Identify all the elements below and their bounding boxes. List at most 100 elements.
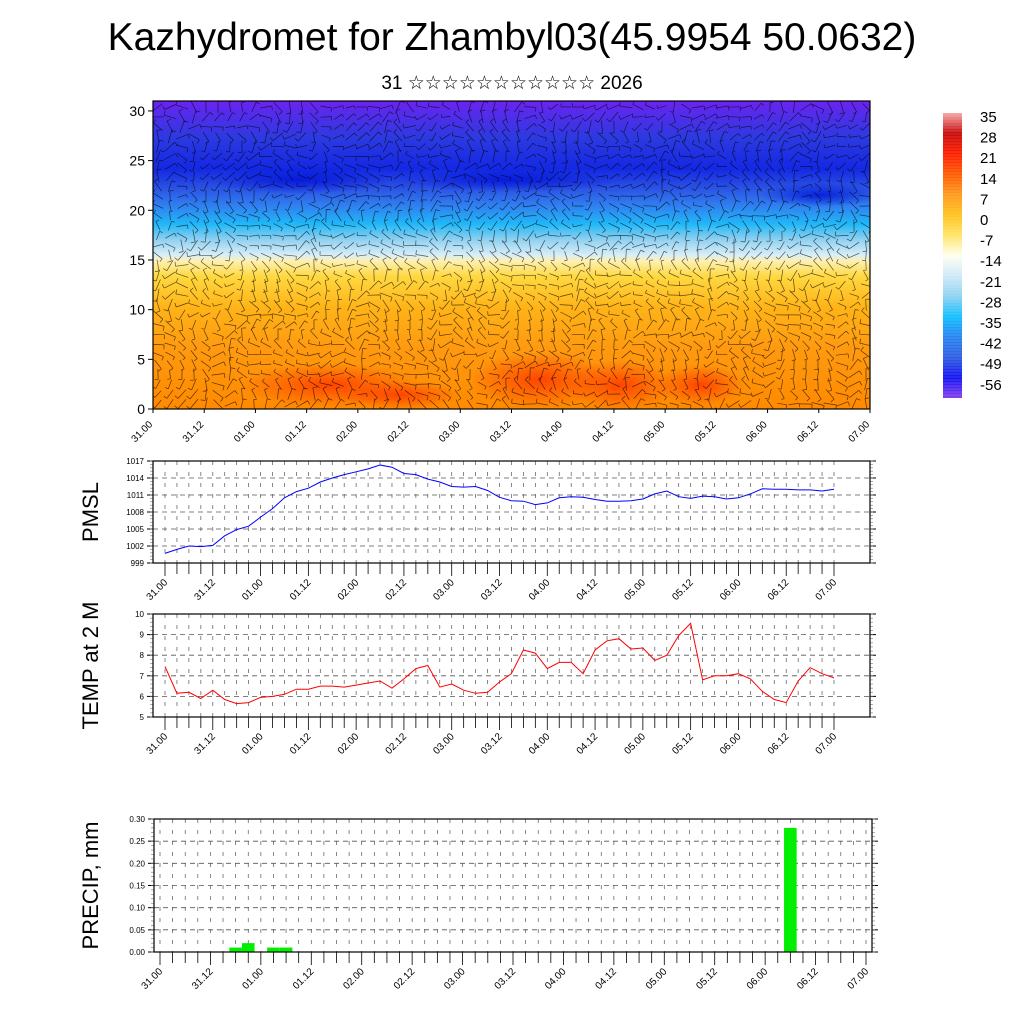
- y-tick-label: 999: [131, 559, 145, 568]
- warm-core: [340, 381, 460, 409]
- x-tick-label: 02.00: [341, 966, 367, 992]
- x-tick-label: 31.12: [181, 419, 207, 445]
- colorbar-label: -42: [980, 336, 1002, 353]
- x-tick-label: 07.00: [814, 577, 840, 603]
- colorbar-label: -21: [980, 274, 1002, 291]
- y-tick-label: 1005: [126, 525, 144, 534]
- x-tick-label: 06.12: [766, 731, 792, 757]
- x-tick-label: 02.12: [384, 577, 410, 603]
- y-axis-title: PRECIP, mm: [78, 822, 103, 950]
- cold-core: [210, 166, 390, 194]
- x-tick-label: 01.00: [240, 577, 266, 603]
- x-tick-label: 06.00: [718, 577, 744, 603]
- y-tick-label: 1008: [126, 508, 144, 517]
- x-tick-label: 01.00: [240, 731, 266, 757]
- x-tick-label: 01.12: [291, 966, 317, 992]
- y-tick-label: 20: [129, 202, 145, 218]
- precip-bar: [784, 827, 797, 952]
- y-tick-label: 8: [140, 651, 145, 660]
- x-tick-label: 01.00: [232, 419, 258, 445]
- x-tick-label: 05.00: [623, 731, 649, 757]
- colorbar-label: -14: [980, 253, 1002, 270]
- x-tick-label: 05.12: [670, 731, 696, 757]
- chart-subtitle: 31 ☆☆☆☆☆☆☆☆☆☆☆ 2026: [381, 73, 643, 94]
- x-tick-label: 03.12: [479, 577, 505, 603]
- x-tick-label: 04.12: [575, 577, 601, 603]
- y-tick-label: 0.20: [129, 859, 145, 868]
- y-tick-label: 0.25: [129, 837, 145, 846]
- y-axis-title: PMSL: [78, 482, 103, 542]
- y-tick-label: 0.00: [129, 948, 145, 957]
- plot-frame: [153, 818, 873, 953]
- x-tick-label: 04.00: [543, 966, 569, 992]
- y-tick-label: 1017: [126, 457, 144, 466]
- colorbar-label: -49: [980, 356, 1002, 373]
- colorbar-scale: [943, 113, 962, 398]
- x-tick-label: 31.12: [190, 966, 216, 992]
- y-tick-label: 1002: [126, 542, 144, 551]
- x-tick-label: 04.00: [539, 419, 565, 445]
- colorbar-label: 21: [980, 150, 997, 167]
- x-tick-label: 06.12: [766, 577, 792, 603]
- x-tick-label: 07.00: [814, 731, 840, 757]
- x-tick-label: 07.00: [847, 419, 873, 445]
- x-tick-label: 05.00: [644, 966, 670, 992]
- precip-bar: [279, 947, 293, 952]
- precip-bar: [229, 947, 242, 952]
- cold-core: [760, 183, 870, 207]
- x-tick-label: 31.00: [140, 966, 166, 992]
- plot-frame: [152, 613, 871, 718]
- pmsl-panel: 999 1002 1005 1008 1011 1014 1017 31.00 31.12 01.…: [78, 457, 876, 603]
- series-line: [164, 464, 835, 554]
- x-tick-label: 31.00: [145, 577, 171, 603]
- y-tick-label: 25: [129, 153, 145, 169]
- warm-core: [565, 360, 675, 409]
- x-tick-label: 01.00: [241, 966, 267, 992]
- series-line: [164, 622, 835, 705]
- x-tick-label: 04.12: [591, 419, 617, 445]
- x-tick-label: 02.00: [336, 731, 362, 757]
- y-tick-label: 15: [129, 252, 145, 268]
- x-tick-label: 01.12: [283, 419, 309, 445]
- y-tick-label: 6: [140, 692, 145, 701]
- warm-core: [655, 365, 745, 405]
- colorbar-label: 28: [980, 130, 997, 147]
- precip-panel: 0.00 0.05 0.10 0.15 0.20 0.25 0.30 31.00 31.12 01…: [78, 815, 878, 992]
- colorbar-label: 14: [980, 171, 997, 188]
- x-tick-label: 04.00: [527, 731, 553, 757]
- colorbar-label: 35: [980, 109, 997, 126]
- y-tick-label: 9: [140, 631, 145, 640]
- x-tick-label: 05.00: [642, 419, 668, 445]
- colorbar-label: 0: [980, 212, 988, 229]
- x-tick-label: 31.00: [130, 419, 156, 445]
- x-tick-label: 02.00: [336, 577, 362, 603]
- x-tick-label: 05.12: [670, 577, 696, 603]
- colorbar-label: -7: [980, 233, 993, 250]
- x-tick-label: 03.00: [431, 577, 457, 603]
- x-tick-label: 02.12: [384, 731, 410, 757]
- x-tick-label: 04.00: [527, 577, 553, 603]
- y-tick-label: 0.15: [129, 882, 145, 891]
- y-tick-label: 5: [140, 713, 145, 722]
- x-tick-label: 01.12: [288, 731, 314, 757]
- colorbar: 35 28 21 14 7 0 -7 -14 -21 -28 -35 -42 -49 -56: [943, 109, 1002, 398]
- x-tick-label: 06.00: [744, 419, 770, 445]
- y-tick-label: 0: [137, 401, 145, 417]
- y-tick-label: 1011: [127, 491, 145, 500]
- y-tick-label: 0.10: [129, 904, 145, 913]
- x-tick-label: 04.12: [594, 966, 620, 992]
- x-tick-label: 03.00: [431, 731, 457, 757]
- colorbar-label: -56: [980, 377, 1002, 394]
- x-tick-label: 31.12: [192, 731, 218, 757]
- precip-bar: [241, 943, 255, 952]
- y-tick-label: 5: [137, 351, 145, 367]
- x-tick-label: 05.00: [623, 577, 649, 603]
- x-tick-label: 31.12: [192, 577, 218, 603]
- x-tick-label: 02.12: [392, 966, 418, 992]
- y-tick-label: 0.05: [129, 926, 145, 935]
- temp-panel: 5 6 7 8 9 10 31.00 31.12 01.00 01.12 02.00 02.12 03.…: [78, 602, 876, 757]
- y-tick-label: 7: [140, 672, 145, 681]
- x-tick-label: 02.12: [386, 419, 412, 445]
- x-tick-label: 03.00: [437, 419, 463, 445]
